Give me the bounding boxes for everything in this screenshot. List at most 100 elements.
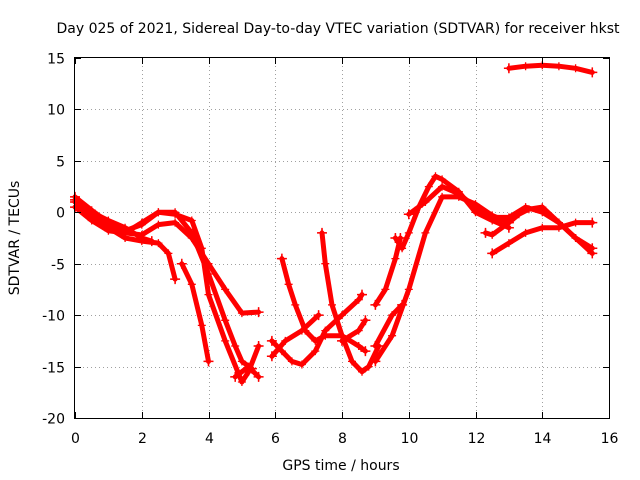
end-marker (317, 227, 327, 238)
data-point-marker (281, 336, 290, 345)
data-point-marker (321, 331, 330, 340)
end-marker (253, 341, 264, 351)
data-point-marker (197, 321, 206, 330)
data-point-marker (237, 357, 246, 366)
end-marker (480, 227, 491, 238)
data-point-marker (297, 360, 306, 369)
x-tick-label: 10 (401, 431, 419, 447)
series-line (506, 62, 595, 75)
data-point-marker (554, 62, 563, 71)
series-arc-18 (487, 217, 598, 259)
end-marker (230, 371, 241, 382)
series-arc-19 (480, 203, 598, 259)
series-line (406, 184, 595, 251)
data-point-marker (438, 192, 447, 201)
data-point-marker (504, 218, 513, 227)
data-point-marker (137, 237, 146, 246)
data-point-marker (404, 285, 413, 294)
data-point-marker (354, 342, 363, 350)
y-tick-label: -10 (42, 309, 65, 325)
data-point-marker (504, 239, 513, 248)
y-axis-label: SDTVAR / TECUs (7, 181, 23, 296)
x-tick-label: 16 (601, 431, 619, 447)
end-marker (370, 356, 381, 367)
x-tick-label: 8 (338, 431, 347, 447)
x-tick-label: 4 (205, 431, 214, 447)
data-point-marker (301, 326, 310, 335)
end-marker (370, 341, 381, 351)
end-marker (170, 274, 181, 285)
data-point-marker (104, 220, 113, 229)
data-point-marker (354, 295, 363, 304)
data-point-marker (381, 285, 390, 294)
x-tick-labels: 0 2 4 6 8 10 12 14 16 (71, 431, 618, 447)
x-tick-label: 14 (534, 431, 552, 447)
data-point-marker (328, 300, 336, 309)
x-tick-label: 2 (138, 431, 147, 447)
data-point-marker (398, 244, 407, 253)
data-point-marker (291, 300, 300, 309)
series-arc-7 (230, 362, 264, 382)
data-point-marker (514, 210, 523, 219)
end-marker (360, 315, 371, 326)
end-marker (397, 299, 408, 310)
end-marker (370, 299, 381, 310)
end-marker (390, 233, 401, 243)
data-point-marker (137, 220, 146, 229)
y-tick-label: 15 (47, 52, 65, 68)
data-point-marker (154, 208, 163, 217)
data-point-marker (231, 342, 240, 350)
end-marker (360, 346, 371, 357)
end-marker (503, 63, 514, 74)
data-point-marker (524, 205, 533, 214)
end-marker (253, 307, 264, 318)
y-tick-label: -5 (51, 258, 65, 274)
y-tick-label: 5 (56, 155, 65, 171)
y-tick-labels: -20 -15 -10 -5 0 5 10 15 (42, 52, 65, 428)
data-point-marker (187, 280, 196, 289)
data-point-marker (348, 357, 356, 366)
series-arc-15 (370, 299, 408, 351)
x-tick-label: 6 (271, 431, 280, 447)
series-line (179, 261, 211, 364)
series-arc-20 (503, 61, 598, 78)
series-arc-6 (176, 258, 214, 367)
data-point-marker (538, 203, 547, 212)
y-tick-label: -15 (42, 361, 65, 377)
end-marker (176, 258, 187, 269)
data-point-marker (538, 223, 547, 232)
data-point-marker (338, 311, 346, 320)
data-point-marker (438, 175, 447, 184)
data-point-marker (488, 213, 497, 222)
data-point-marker (171, 210, 180, 219)
data-point-marker (321, 259, 330, 268)
data-series (70, 61, 598, 386)
data-point-marker (171, 218, 180, 227)
data-point-marker (221, 285, 230, 294)
end-marker (266, 351, 277, 362)
data-point-marker (388, 311, 397, 320)
data-point-marker (421, 228, 430, 237)
y-tick-label: 0 (56, 206, 65, 222)
data-point-marker (237, 309, 246, 318)
data-point-marker (204, 290, 213, 299)
data-point-marker (421, 198, 430, 206)
end-marker (357, 289, 367, 300)
series-line (372, 235, 403, 308)
data-point-marker (404, 228, 413, 237)
data-point-marker (488, 230, 497, 239)
data-point-marker (364, 362, 373, 371)
end-marker (587, 248, 598, 259)
data-point-marker (121, 226, 130, 235)
end-marker (276, 253, 287, 264)
series-line (269, 312, 322, 359)
data-point-marker (311, 336, 320, 345)
data-point-marker (431, 172, 440, 181)
data-point-marker (284, 280, 293, 289)
end-marker (587, 217, 598, 228)
data-point-marker (221, 336, 230, 345)
axis-ticks (75, 58, 610, 419)
data-point-marker (311, 347, 320, 356)
end-marker (313, 310, 324, 321)
data-point-marker (354, 326, 363, 335)
